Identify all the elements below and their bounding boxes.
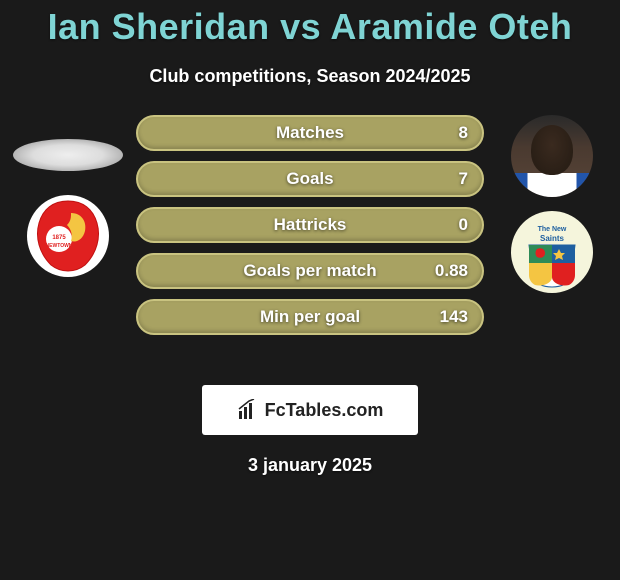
stat-value: 7 [459,169,468,189]
svg-text:The New: The New [538,226,567,233]
stat-row: Hattricks 0 [136,207,484,243]
stat-row: Goals per match 0.88 [136,253,484,289]
svg-text:Saints: Saints [540,234,565,243]
player-photo-placeholder-left [13,139,123,171]
club-crest-left: 1875 NEWTOWN [27,195,109,277]
stat-label: Matches [136,123,484,143]
bar-chart-icon [237,399,259,421]
stat-label: Min per goal [136,307,484,327]
stat-label: Hattricks [136,215,484,235]
stat-value: 0.88 [435,261,468,281]
player-photo-right [511,115,593,197]
stat-value: 0 [459,215,468,235]
stat-value: 8 [459,123,468,143]
stat-row: Min per goal 143 [136,299,484,335]
svg-text:NEWTOWN: NEWTOWN [46,243,73,249]
subtitle: Club competitions, Season 2024/2025 [0,66,620,87]
stat-row: Matches 8 [136,115,484,151]
comparison-panel: 1875 NEWTOWN The New Saints [0,115,620,365]
stat-label: Goals [136,169,484,189]
stat-row: Goals 7 [136,161,484,197]
stats-bars: Matches 8 Goals 7 Hattricks 0 Goals per … [136,115,484,345]
stat-value: 143 [440,307,468,327]
generation-date: 3 january 2025 [0,455,620,476]
brand-name: FcTables.com [265,400,384,421]
brand-attribution[interactable]: FcTables.com [202,385,418,435]
club-crest-right: The New Saints [511,211,593,293]
svg-text:1875: 1875 [52,235,66,241]
page-title: Ian Sheridan vs Aramide Oteh [0,0,620,48]
right-player-column: The New Saints [492,115,612,301]
left-player-column: 1875 NEWTOWN [8,115,128,285]
stat-label: Goals per match [136,261,484,281]
